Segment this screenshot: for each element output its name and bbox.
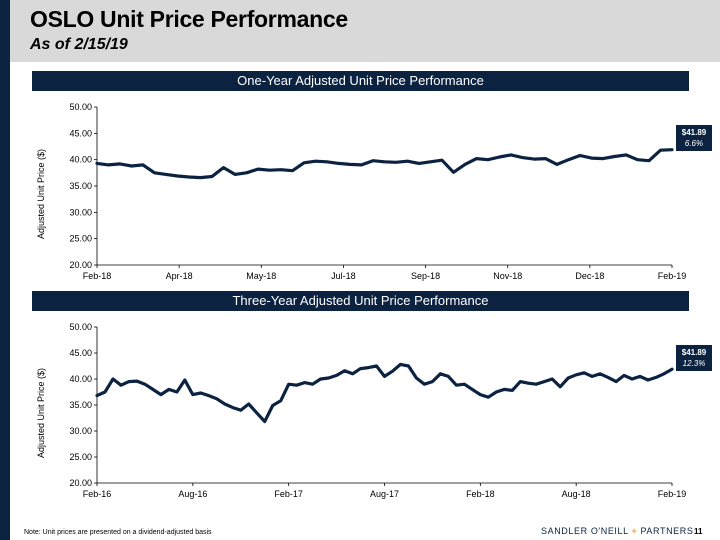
brand-right: PARTNERS [640, 526, 694, 536]
page-number: 11 [694, 527, 703, 536]
y-tick-label: 45.00 [69, 128, 92, 138]
side-accent-bar [0, 0, 10, 540]
y-tick-label: 50.00 [69, 102, 92, 112]
y-tick-label: 20.00 [69, 478, 92, 488]
x-tick-label: Feb-18 [83, 271, 112, 281]
x-tick-label: Aug-17 [370, 489, 399, 499]
y-tick-label: 20.00 [69, 260, 92, 270]
y-tick-label: 25.00 [69, 452, 92, 462]
y-tick-label: 35.00 [69, 181, 92, 191]
header-panel: OSLO Unit Price Performance As of 2/15/1… [10, 0, 720, 62]
one-year-chart: 50.0045.0040.0035.0030.0025.0020.00Feb-1… [36, 102, 712, 281]
y-axis-label: Adjusted Unit Price ($) [36, 149, 46, 239]
brand-left: SANDLER O'NEILL [541, 526, 629, 536]
chart-2-title-banner: Three-Year Adjusted Unit Price Performan… [32, 291, 689, 311]
x-tick-label: Dec-18 [575, 271, 604, 281]
chart-1-title-banner: One-Year Adjusted Unit Price Performance [32, 71, 689, 91]
callout-change-label: 6.6% [685, 139, 703, 148]
callout-change-label: 12.3% [683, 359, 706, 368]
brand-logo: SANDLER O'NEILL + PARTNERS [541, 526, 693, 536]
x-tick-label: Sep-18 [411, 271, 440, 281]
y-axis-label: Adjusted Unit Price ($) [36, 368, 46, 458]
price-series-line [95, 362, 674, 424]
brand-plus: + [631, 526, 638, 536]
y-tick-label: 40.00 [69, 374, 92, 384]
y-tick-label: 50.00 [69, 322, 92, 332]
y-tick-label: 30.00 [69, 207, 92, 217]
x-tick-label: Feb-19 [658, 271, 687, 281]
y-tick-label: 40.00 [69, 155, 92, 165]
x-tick-label: Feb-18 [466, 489, 495, 499]
price-series-line [95, 148, 674, 180]
x-tick-label: Aug-16 [178, 489, 207, 499]
callout-price-label: $41.89 [682, 128, 707, 137]
page-title: OSLO Unit Price Performance [30, 6, 348, 32]
callout-price-label: $41.89 [682, 348, 707, 357]
x-tick-label: Jul-18 [331, 271, 356, 281]
x-tick-label: Nov-18 [493, 271, 522, 281]
footnote: Note: Unit prices are presented on a div… [24, 529, 212, 536]
x-tick-label: May-18 [246, 271, 276, 281]
y-tick-label: 30.00 [69, 426, 92, 436]
x-tick-label: Feb-16 [83, 489, 112, 499]
x-tick-label: Apr-18 [166, 271, 193, 281]
x-tick-label: Feb-19 [658, 489, 687, 499]
x-tick-label: Aug-18 [562, 489, 591, 499]
price-callout-box [676, 345, 712, 371]
y-tick-label: 25.00 [69, 234, 92, 244]
x-tick-label: Feb-17 [274, 489, 303, 499]
price-callout-box [676, 125, 712, 151]
page-subtitle: As of 2/15/19 [30, 36, 128, 53]
y-tick-label: 45.00 [69, 348, 92, 358]
y-tick-label: 35.00 [69, 400, 92, 410]
